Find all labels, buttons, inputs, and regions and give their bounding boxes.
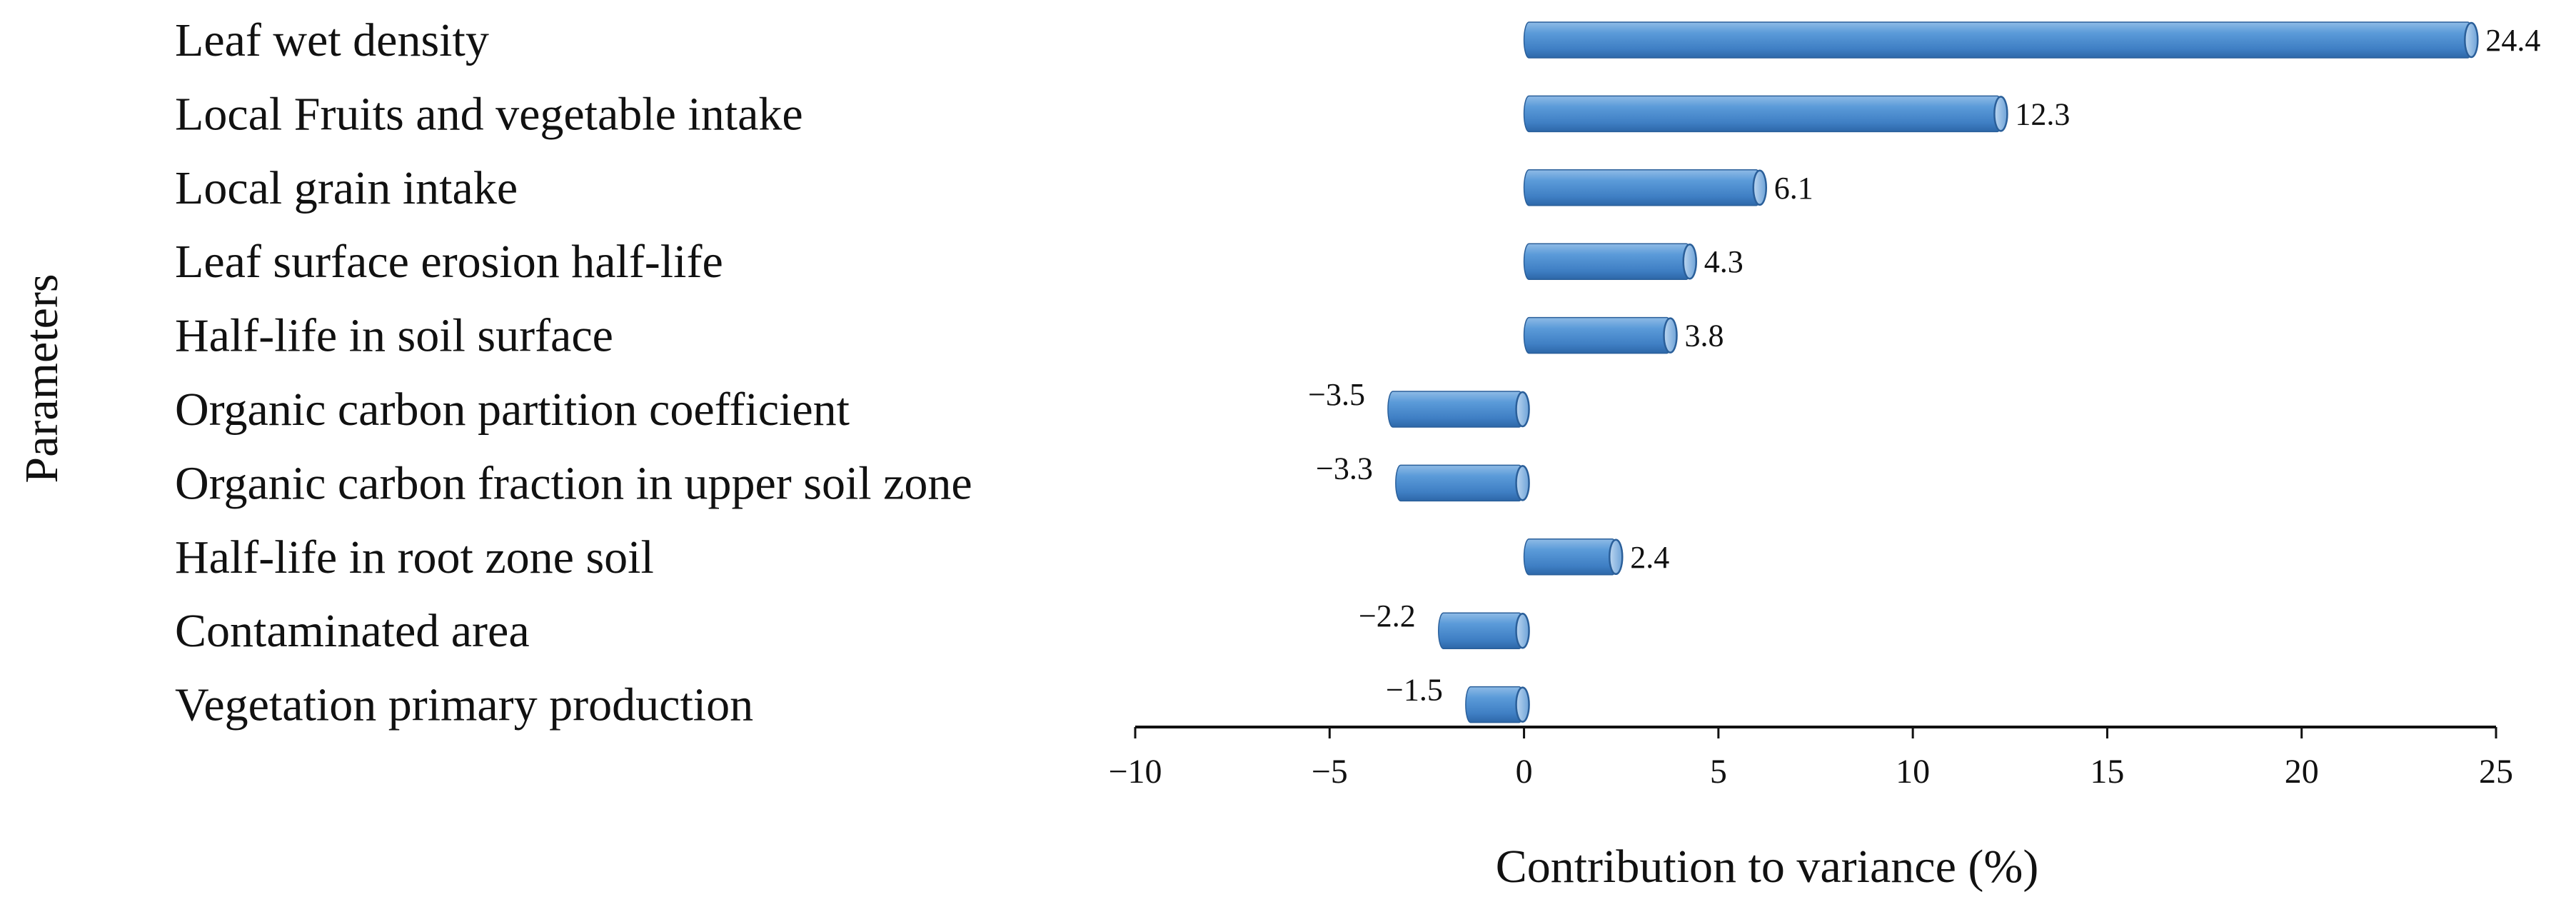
category-label: Leaf wet density [175,14,489,66]
bar: 24.4 [1523,21,2540,59]
bar-cap [1515,612,1530,649]
bar-cap [1609,538,1624,576]
bar-body [1523,95,2003,133]
bar-cap [1663,317,1678,354]
category-label: Half-life in root zone soil [175,531,654,583]
x-tick-label: −10 [1108,753,1162,791]
bars: 24.4 12.3 6.1 4.3 3.8 −3.5 −3.3 2.4 −2.2 −1.5 [1308,21,2540,723]
bar: −3.3 [1316,451,1530,502]
category-label: Organic carbon fraction in upper soil zo… [175,457,972,509]
data-label: −2.2 [1359,598,1416,633]
x-tick-label: 20 [2285,753,2319,791]
bar-cap [1993,96,2008,132]
bar-cap [1515,391,1530,428]
bar-cap [1682,243,1697,280]
data-label: −1.5 [1386,673,1443,708]
bar: 3.8 [1523,316,1724,354]
data-label: 3.8 [1685,319,1724,354]
bar: 6.1 [1523,169,1813,206]
bar-body [1438,612,1525,649]
x-tick-label: 15 [2090,753,2124,791]
bar-cap [1752,169,1768,206]
bar-body [1387,391,1525,428]
category-label: Local Fruits and vegetable intake [175,88,803,140]
bar-cap [1515,465,1530,501]
category-label: Leaf surface erosion half-life [175,236,723,288]
bar-body [1523,538,1619,576]
category-labels: Leaf wet density Local Fruits and vegetab… [175,14,972,731]
data-label: 6.1 [1774,171,1813,206]
bar: 4.3 [1523,243,1744,280]
bar-body [1523,316,1673,354]
bar-body [1523,21,2474,59]
bar-body [1523,243,1692,280]
x-tick-label: 25 [2479,753,2513,791]
bar: 2.4 [1523,538,1669,576]
bar-body [1523,169,1762,206]
bar-body [1395,464,1525,502]
x-axis-title: Contribution to variance (%) [1496,841,2039,893]
data-label: 4.3 [1704,244,1744,279]
bar-body [1465,686,1525,723]
category-label: Organic carbon partition coefficient [175,384,850,436]
bar: −3.5 [1308,377,1530,428]
x-tick-label: 10 [1896,753,1930,791]
x-tick-label: 5 [1710,753,1727,791]
x-axis: −10 −5 0 5 10 15 20 25 [1108,726,2513,791]
bar-cap [1515,686,1530,723]
bar: −1.5 [1386,673,1530,723]
y-axis-title: Parameters [16,274,68,483]
bar: −2.2 [1359,598,1530,649]
bar-cap [2464,21,2479,59]
category-label: Half-life in soil surface [175,310,613,362]
x-tick-label: 0 [1516,753,1533,791]
data-label: 12.3 [2015,96,2070,131]
category-label: Local grain intake [175,162,518,214]
bar: 12.3 [1523,95,2070,133]
category-label: Vegetation primary production [175,679,753,731]
category-label: Contaminated area [175,605,530,657]
data-label: −3.3 [1316,451,1373,486]
data-label: 24.4 [2485,23,2540,58]
data-label: 2.4 [1630,540,1669,575]
data-label: −3.5 [1308,377,1365,412]
x-tick-label: −5 [1312,753,1348,791]
